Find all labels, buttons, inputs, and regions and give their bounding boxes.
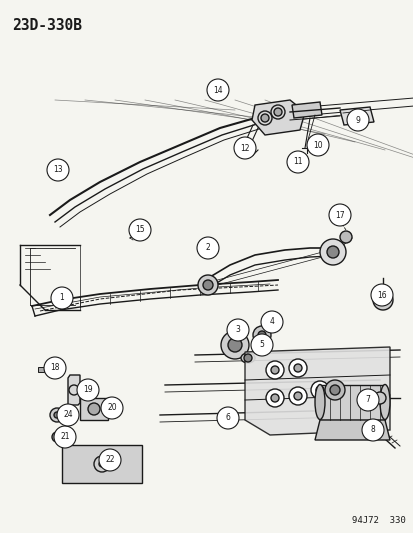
- Text: 6: 6: [225, 414, 230, 423]
- Circle shape: [273, 108, 281, 116]
- Circle shape: [331, 213, 341, 223]
- Circle shape: [306, 134, 328, 156]
- Circle shape: [250, 334, 272, 356]
- Circle shape: [356, 389, 378, 411]
- Circle shape: [228, 338, 242, 352]
- Circle shape: [221, 331, 248, 359]
- Circle shape: [328, 204, 350, 226]
- Circle shape: [51, 287, 73, 309]
- Ellipse shape: [240, 353, 254, 363]
- Circle shape: [202, 280, 212, 290]
- Text: 3: 3: [235, 326, 240, 335]
- Circle shape: [293, 392, 301, 400]
- Circle shape: [319, 239, 345, 265]
- Circle shape: [271, 394, 278, 402]
- Bar: [80, 398, 108, 420]
- Circle shape: [99, 461, 105, 467]
- Circle shape: [326, 246, 338, 258]
- Bar: [319, 385, 384, 420]
- Circle shape: [197, 275, 218, 295]
- Text: 10: 10: [312, 141, 322, 149]
- Text: 5: 5: [259, 341, 264, 350]
- Circle shape: [315, 386, 323, 394]
- Circle shape: [101, 397, 123, 419]
- Text: 20: 20: [107, 403, 116, 413]
- Polygon shape: [291, 102, 321, 118]
- Circle shape: [54, 412, 60, 418]
- Circle shape: [129, 219, 151, 241]
- Text: 2: 2: [205, 244, 210, 253]
- Circle shape: [370, 284, 392, 306]
- Circle shape: [260, 311, 282, 333]
- Circle shape: [197, 237, 218, 259]
- Bar: [62, 445, 142, 483]
- Circle shape: [47, 159, 69, 181]
- Circle shape: [329, 385, 339, 395]
- Polygon shape: [339, 107, 373, 125]
- Circle shape: [288, 359, 306, 377]
- Circle shape: [206, 79, 228, 101]
- Circle shape: [233, 137, 255, 159]
- Circle shape: [216, 407, 238, 429]
- Text: 12: 12: [240, 143, 249, 152]
- Polygon shape: [252, 100, 304, 135]
- Circle shape: [99, 449, 121, 471]
- Circle shape: [88, 403, 100, 415]
- Text: 4: 4: [269, 318, 274, 327]
- Circle shape: [266, 361, 283, 379]
- Circle shape: [50, 408, 64, 422]
- Circle shape: [260, 114, 268, 122]
- Text: 14: 14: [213, 85, 222, 94]
- Text: 1: 1: [59, 294, 64, 303]
- Circle shape: [339, 231, 351, 243]
- Circle shape: [286, 151, 308, 173]
- Circle shape: [373, 392, 385, 404]
- Text: 8: 8: [370, 425, 375, 434]
- Text: 11: 11: [292, 157, 302, 166]
- Circle shape: [243, 354, 252, 362]
- Ellipse shape: [314, 384, 324, 419]
- Polygon shape: [244, 347, 389, 435]
- Polygon shape: [68, 375, 80, 405]
- Ellipse shape: [379, 384, 389, 419]
- Text: 16: 16: [376, 290, 386, 300]
- Circle shape: [324, 380, 344, 400]
- Text: 94J72  330: 94J72 330: [351, 516, 405, 525]
- Circle shape: [257, 331, 266, 339]
- Circle shape: [310, 381, 328, 399]
- Circle shape: [271, 366, 278, 374]
- Circle shape: [52, 432, 62, 442]
- Circle shape: [252, 326, 271, 344]
- Circle shape: [377, 295, 387, 305]
- Text: 7: 7: [365, 395, 370, 405]
- Text: 24: 24: [63, 410, 73, 419]
- Polygon shape: [314, 420, 389, 440]
- Circle shape: [226, 319, 248, 341]
- Circle shape: [266, 389, 283, 407]
- Circle shape: [346, 109, 368, 131]
- Text: 18: 18: [50, 364, 59, 373]
- Text: 13: 13: [53, 166, 63, 174]
- Text: 15: 15: [135, 225, 145, 235]
- Circle shape: [288, 387, 306, 405]
- Circle shape: [54, 426, 76, 448]
- Circle shape: [372, 290, 392, 310]
- Text: 19: 19: [83, 385, 93, 394]
- Circle shape: [44, 357, 66, 379]
- Text: 22: 22: [105, 456, 114, 464]
- Text: 17: 17: [335, 211, 344, 220]
- Text: 23D-330B: 23D-330B: [12, 18, 82, 33]
- Circle shape: [361, 419, 383, 441]
- Circle shape: [77, 379, 99, 401]
- Circle shape: [293, 364, 301, 372]
- Text: 9: 9: [355, 116, 360, 125]
- Text: 21: 21: [60, 432, 69, 441]
- Circle shape: [57, 404, 79, 426]
- Bar: [38, 367, 44, 372]
